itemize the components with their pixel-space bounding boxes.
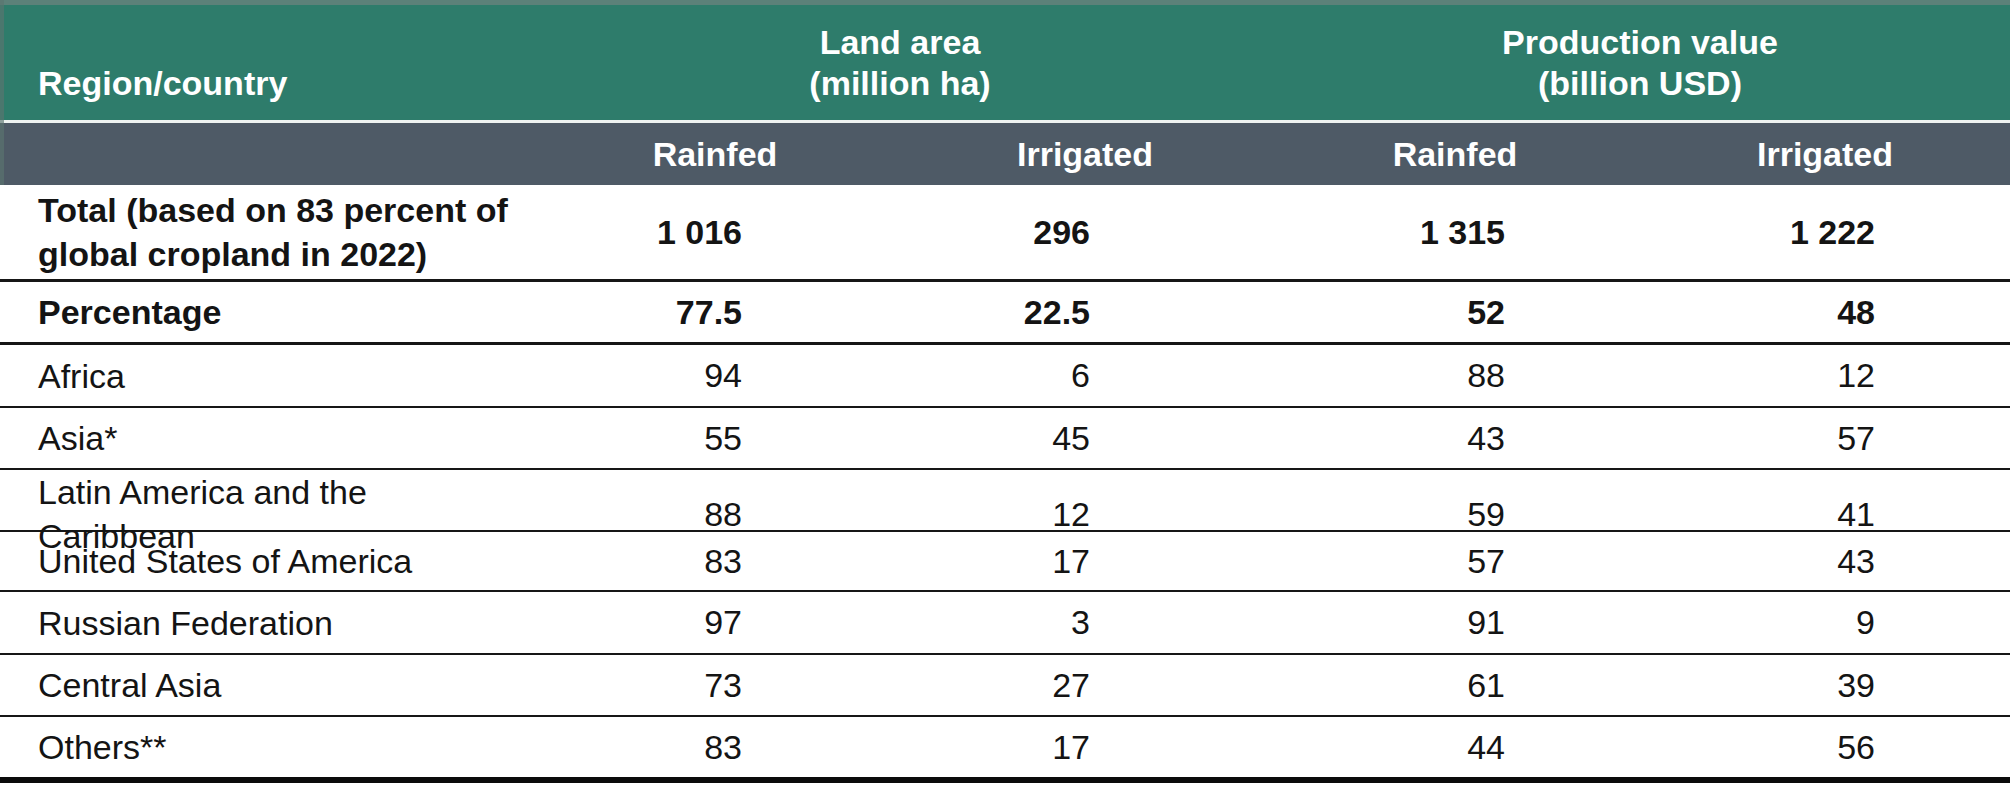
subheader-land-irrigated: Irrigated [900,123,1270,185]
subheader-land-rainfed: Rainfed [530,123,900,185]
rainfed-irrigated-table: Region/country Land area (million ha) Pr… [0,0,2010,786]
region-country-label: Region/country [38,63,287,104]
value-cell: 94 [530,356,900,395]
value-cell: 83 [530,542,900,581]
value-cell: 55 [530,419,900,458]
row-central-asia: Central Asia 73 27 61 39 [0,655,2010,717]
row-asia: Asia* 55 45 43 57 [0,408,2010,470]
col-header-region-country: Region/country [0,0,530,120]
production-value-title: Production value [1502,22,1778,63]
value-cell: 12 [900,495,1270,534]
value-cell: 97 [530,603,900,642]
value-cell: 12 [1640,356,2010,395]
group-header-land-area: Land area (million ha) [530,0,1270,120]
value-cell: 1 315 [1270,213,1640,252]
row-latin-america-caribbean: Latin America and the Caribbean 88 12 59… [0,470,2010,532]
value-cell: 73 [530,666,900,705]
value-cell: 3 [900,603,1270,642]
value-cell: 56 [1640,728,2010,767]
value-cell: 57 [1270,542,1640,581]
row-others: Others** 83 17 44 56 [0,717,2010,783]
value-cell: 57 [1640,419,2010,458]
value-cell: 88 [1270,356,1640,395]
row-percentage: Percentage 77.5 22.5 52 48 [0,282,2010,345]
value-cell: 48 [1640,293,2010,332]
row-africa: Africa 94 6 88 12 [0,345,2010,408]
value-cell: 6 [900,356,1270,395]
subheader-production-irrigated: Irrigated [1640,123,2010,185]
value-cell: 91 [1270,603,1640,642]
row-label: United States of America [0,539,530,583]
subheader-production-rainfed: Rainfed [1270,123,1640,185]
value-cell: 1 222 [1640,213,2010,252]
value-cell: 61 [1270,666,1640,705]
subheader-empty [0,123,530,185]
value-cell: 43 [1640,542,2010,581]
table-subheader-row: Rainfed Irrigated Rainfed Irrigated [0,123,2010,185]
row-total: Total (based on 83 percent of global cro… [0,185,2010,282]
row-label: Asia* [0,416,530,460]
value-cell: 39 [1640,666,2010,705]
screenshot-top-edge [0,0,2010,5]
value-cell: 296 [900,213,1270,252]
value-cell: 9 [1640,603,2010,642]
value-cell: 83 [530,728,900,767]
row-label: Total (based on 83 percent of global cro… [0,188,530,276]
value-cell: 41 [1640,495,2010,534]
value-cell: 45 [900,419,1270,458]
row-russian-federation: Russian Federation 97 3 91 9 [0,592,2010,655]
land-area-title: Land area [809,22,990,63]
value-cell: 17 [900,728,1270,767]
value-cell: 88 [530,495,900,534]
row-label: Africa [0,354,530,398]
value-cell: 52 [1270,293,1640,332]
value-cell: 77.5 [530,293,900,332]
row-label: Percentage [0,290,530,334]
value-cell: 44 [1270,728,1640,767]
land-area-unit: (million ha) [809,63,990,104]
screenshot-left-edge [0,0,4,185]
row-label: Others** [0,725,530,769]
value-cell: 17 [900,542,1270,581]
group-header-production-value: Production value (billion USD) [1270,0,2010,120]
row-united-states: United States of America 83 17 57 43 [0,532,2010,592]
table-header-row: Region/country Land area (million ha) Pr… [0,0,2010,120]
value-cell: 22.5 [900,293,1270,332]
row-label: Russian Federation [0,601,530,645]
row-label: Central Asia [0,663,530,707]
value-cell: 59 [1270,495,1640,534]
value-cell: 27 [900,666,1270,705]
production-value-unit: (billion USD) [1502,63,1778,104]
value-cell: 1 016 [530,213,900,252]
value-cell: 43 [1270,419,1640,458]
